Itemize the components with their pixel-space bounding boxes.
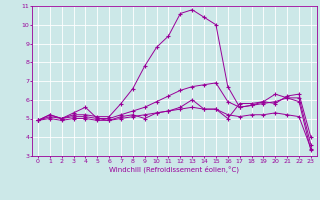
X-axis label: Windchill (Refroidissement éolien,°C): Windchill (Refroidissement éolien,°C) [109, 165, 239, 173]
